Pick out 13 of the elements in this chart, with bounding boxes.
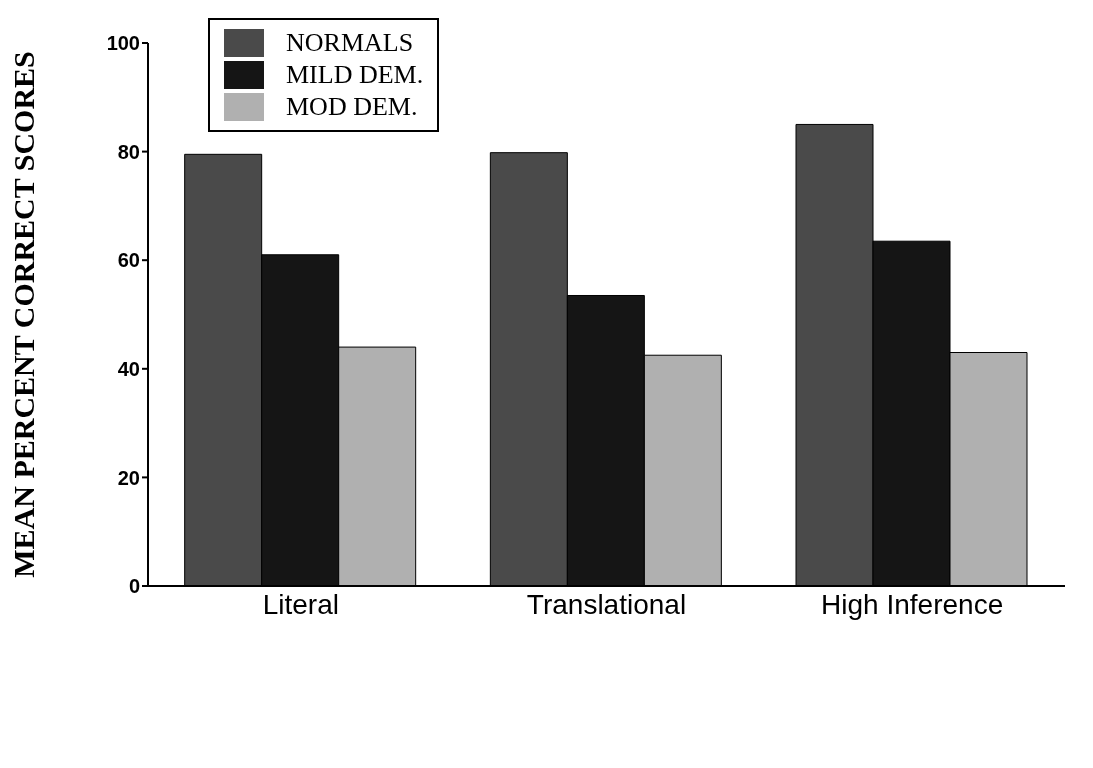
y-tick-label: 60 — [117, 249, 140, 272]
y-axis-title: MEAN PERCENT CORRECT SCORES — [6, 51, 40, 578]
legend-label: MOD DEM. — [286, 92, 418, 122]
y-tick-label: 0 — [128, 575, 140, 598]
y-tick-label: 100 — [106, 32, 140, 55]
legend-label: MILD DEM. — [286, 60, 424, 90]
legend-label: NORMALS — [286, 28, 414, 58]
y-tick-label: 80 — [117, 140, 140, 163]
x-tick-label: Literal — [262, 588, 339, 620]
y-tick-label: 20 — [117, 466, 140, 489]
x-tick-label: Translational — [526, 588, 687, 620]
y-tick-label: 40 — [117, 357, 140, 380]
x-tick-label: High Inference — [821, 588, 1004, 620]
